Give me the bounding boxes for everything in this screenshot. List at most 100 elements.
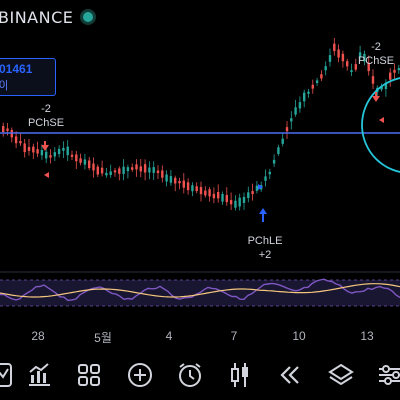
signal-label-pchse-right: -2 PChSE (356, 40, 396, 68)
candle-body (217, 192, 220, 199)
candle-body (14, 136, 18, 144)
candle-body (268, 171, 271, 175)
candle-body (315, 80, 319, 83)
candle-body (148, 167, 151, 173)
candle-body (62, 147, 65, 151)
pchse-arrow-left (41, 141, 49, 151)
candle-body (152, 167, 155, 173)
x-axis-label: 5월 (94, 331, 112, 345)
candle-body (66, 146, 69, 156)
candles-icon[interactable] (225, 360, 255, 390)
candle-body (212, 193, 216, 199)
candle-body (100, 167, 104, 174)
candle-body (337, 49, 340, 58)
oscillator-line-a (0, 278, 400, 302)
candle-body (229, 200, 233, 205)
candle-body (83, 159, 87, 165)
candle-body (311, 84, 314, 89)
candle-body (277, 147, 280, 154)
candle-body (178, 181, 181, 184)
candle-body (6, 128, 9, 132)
candle-body (92, 163, 95, 171)
candle-body (354, 64, 357, 70)
x-axis-label: 13 (360, 329, 374, 343)
candle-body (221, 193, 224, 202)
candle-body (307, 91, 310, 94)
candle-body (57, 148, 61, 154)
market-status-icon (83, 12, 93, 22)
candle-body (49, 155, 52, 158)
candle-body (234, 200, 237, 208)
price-tag-value: 01461 (0, 62, 33, 76)
candle-body (272, 159, 276, 164)
price-chart[interactable] (0, 0, 400, 320)
candle-body (393, 69, 396, 73)
layers-icon[interactable] (326, 360, 356, 390)
candle-body (53, 152, 56, 157)
candle-body (96, 166, 99, 175)
candle-body (298, 102, 302, 109)
candle-body (384, 82, 388, 90)
signal-name: PChSE (27, 117, 65, 129)
candle-body (225, 195, 228, 203)
price-tag[interactable]: 01461 0| (0, 58, 56, 96)
signal-label-pchse-left: -2 PChSE (26, 102, 66, 130)
candle-body (186, 182, 190, 191)
candle-body (285, 127, 289, 132)
settings-sliders-icon[interactable] (376, 360, 400, 390)
candle-body (40, 149, 44, 156)
candle-body (36, 149, 39, 154)
rewind-icon[interactable] (275, 360, 305, 390)
add-icon[interactable] (125, 360, 155, 390)
candle-body (350, 70, 353, 73)
candle-body (358, 52, 362, 58)
signal-count: +2 (258, 249, 272, 261)
candle-body (2, 126, 5, 133)
candle-body (281, 138, 284, 144)
signal-name: PChLE (247, 235, 283, 247)
pchse-arrow-right (372, 92, 380, 102)
signal-label-pchle: PChLE +2 (243, 234, 287, 262)
candle-body (131, 167, 134, 170)
candle-body (19, 140, 22, 144)
candle-body (303, 92, 306, 102)
signal-count: -2 (371, 41, 381, 53)
candle-body (195, 186, 198, 192)
candle-body (204, 190, 207, 196)
candle-body (113, 170, 117, 173)
candle-body (105, 172, 108, 176)
candle-body (45, 151, 48, 159)
candle-body (161, 170, 164, 178)
candle-body (367, 62, 370, 72)
candle-body (199, 186, 203, 195)
candle-body (126, 167, 130, 172)
candle-body (75, 154, 78, 162)
candle-body (208, 189, 211, 197)
alert-clock-icon[interactable] (175, 360, 205, 390)
candle-body (264, 176, 267, 181)
candle-body (139, 166, 142, 172)
candle-body (88, 160, 91, 169)
candle-body (255, 185, 259, 191)
x-axis-label: 28 (31, 329, 45, 343)
indicators-icon[interactable] (0, 360, 16, 390)
candle-body (32, 146, 35, 153)
candle-body (247, 192, 250, 199)
exchange-title: BINANCE (0, 8, 74, 27)
candle-body (324, 66, 327, 71)
candle-body (109, 171, 112, 176)
chart-type-icon[interactable] (24, 360, 54, 390)
candle-body (23, 143, 26, 153)
signal-count: -2 (41, 103, 51, 115)
layouts-icon[interactable] (74, 360, 104, 390)
candle-body (333, 43, 336, 52)
candle-body (397, 68, 400, 71)
candle-body (380, 86, 383, 90)
annotation-circle (361, 77, 400, 173)
candle-body (182, 180, 185, 188)
pchle-arrow (259, 208, 267, 222)
candle-body (290, 118, 293, 122)
signal-name: PChSE (357, 55, 395, 67)
x-axis-label: 10 (292, 329, 306, 343)
